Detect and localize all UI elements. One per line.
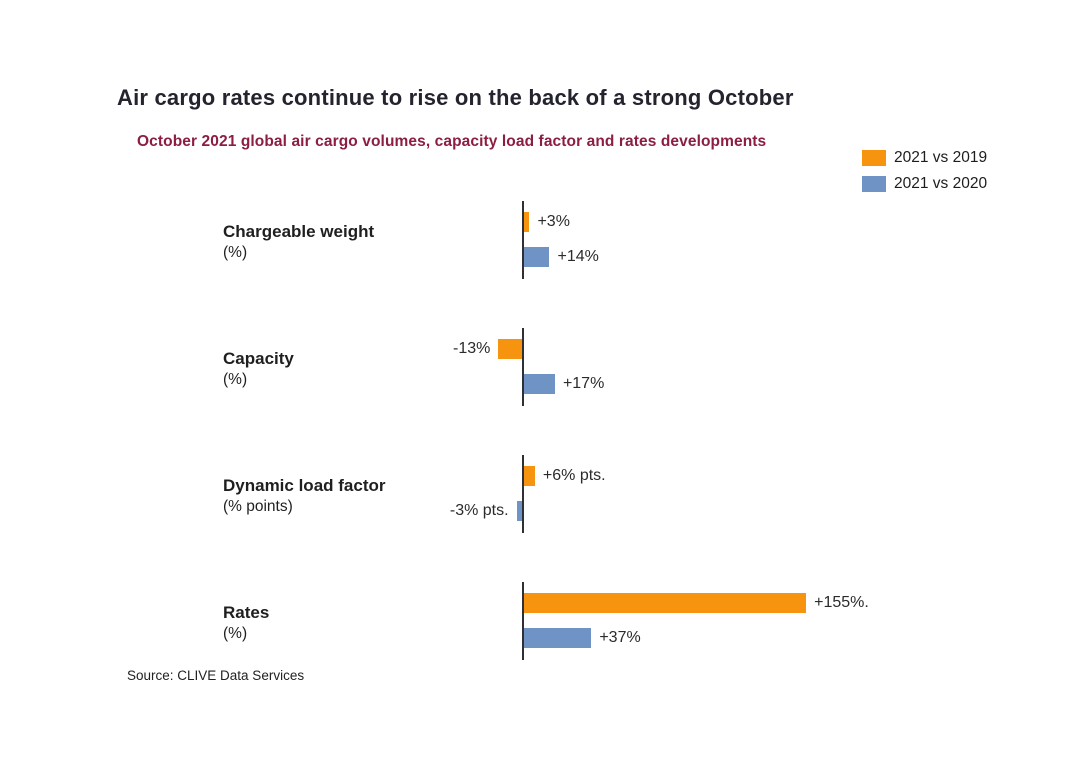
category-unit: (% points) xyxy=(223,498,293,515)
page-title: Air cargo rates continue to rise on the … xyxy=(117,85,794,110)
category-title: Chargeable weight xyxy=(223,222,375,241)
bar-value-label: +3% xyxy=(537,213,570,230)
category-label-dynamic-load-factor: Dynamic load factor (% points) xyxy=(223,476,386,518)
baseline-axis xyxy=(522,455,524,533)
bar-dynamic-load-factor-2019 xyxy=(524,466,535,486)
category-label-chargeable-weight: Chargeable weight (%) xyxy=(223,222,374,264)
legend: 2021 vs 2019 2021 vs 2020 xyxy=(862,145,987,197)
bar-chargeable-weight-2020 xyxy=(524,247,550,267)
source-note: Source: CLIVE Data Services xyxy=(127,668,305,683)
bar-row-dynamic-load-factor-2019: +6% pts. xyxy=(524,466,606,486)
legend-item-2021-vs-2020: 2021 vs 2020 xyxy=(862,171,987,197)
bar-capacity-2019 xyxy=(498,339,522,359)
category-unit: (%) xyxy=(223,244,248,261)
bar-value-label: +17% xyxy=(562,375,605,392)
category-label-capacity: Capacity (%) xyxy=(223,349,294,391)
bar-value-label: -13% xyxy=(452,340,491,357)
bar-capacity-2020 xyxy=(524,374,555,394)
bar-value-label: +14% xyxy=(557,248,599,265)
bar-row-dynamic-load-factor-2020: -3% pts. xyxy=(450,501,522,521)
bar-row-rates-2019: +155%. xyxy=(524,593,869,613)
bar-rates-2019 xyxy=(524,593,807,613)
bar-dynamic-load-factor-2020 xyxy=(516,501,522,521)
legend-swatch-orange-icon xyxy=(862,150,886,166)
legend-swatch-blue-icon xyxy=(862,176,886,192)
bar-chargeable-weight-2019 xyxy=(524,212,530,232)
category-unit: (%) xyxy=(223,625,248,642)
legend-item-2021-vs-2019: 2021 vs 2019 xyxy=(862,145,987,171)
bar-row-capacity-2019: -13% xyxy=(453,339,522,359)
baseline-axis xyxy=(522,582,524,660)
bar-value-label: +37% xyxy=(599,629,641,646)
legend-label: 2021 vs 2019 xyxy=(894,149,988,166)
category-title: Capacity xyxy=(223,349,294,368)
bar-row-capacity-2020: +17% xyxy=(524,374,604,394)
bar-value-label: -3% pts. xyxy=(449,502,509,519)
category-title: Rates xyxy=(223,603,270,622)
bar-value-label: +6% pts. xyxy=(542,467,606,484)
bar-row-chargeable-weight-2019: +3% xyxy=(524,212,570,232)
bar-row-chargeable-weight-2020: +14% xyxy=(524,247,599,267)
legend-label: 2021 vs 2020 xyxy=(894,175,988,192)
category-label-rates: Rates (%) xyxy=(223,603,269,645)
bar-value-label: +155%. xyxy=(814,594,869,611)
category-title: Dynamic load factor xyxy=(223,476,386,495)
baseline-axis xyxy=(522,328,524,406)
chart-subtitle: October 2021 global air cargo volumes, c… xyxy=(137,133,767,150)
bar-rates-2020 xyxy=(524,628,592,648)
baseline-axis xyxy=(522,201,524,279)
bar-row-rates-2020: +37% xyxy=(524,628,641,648)
category-unit: (%) xyxy=(223,371,248,388)
